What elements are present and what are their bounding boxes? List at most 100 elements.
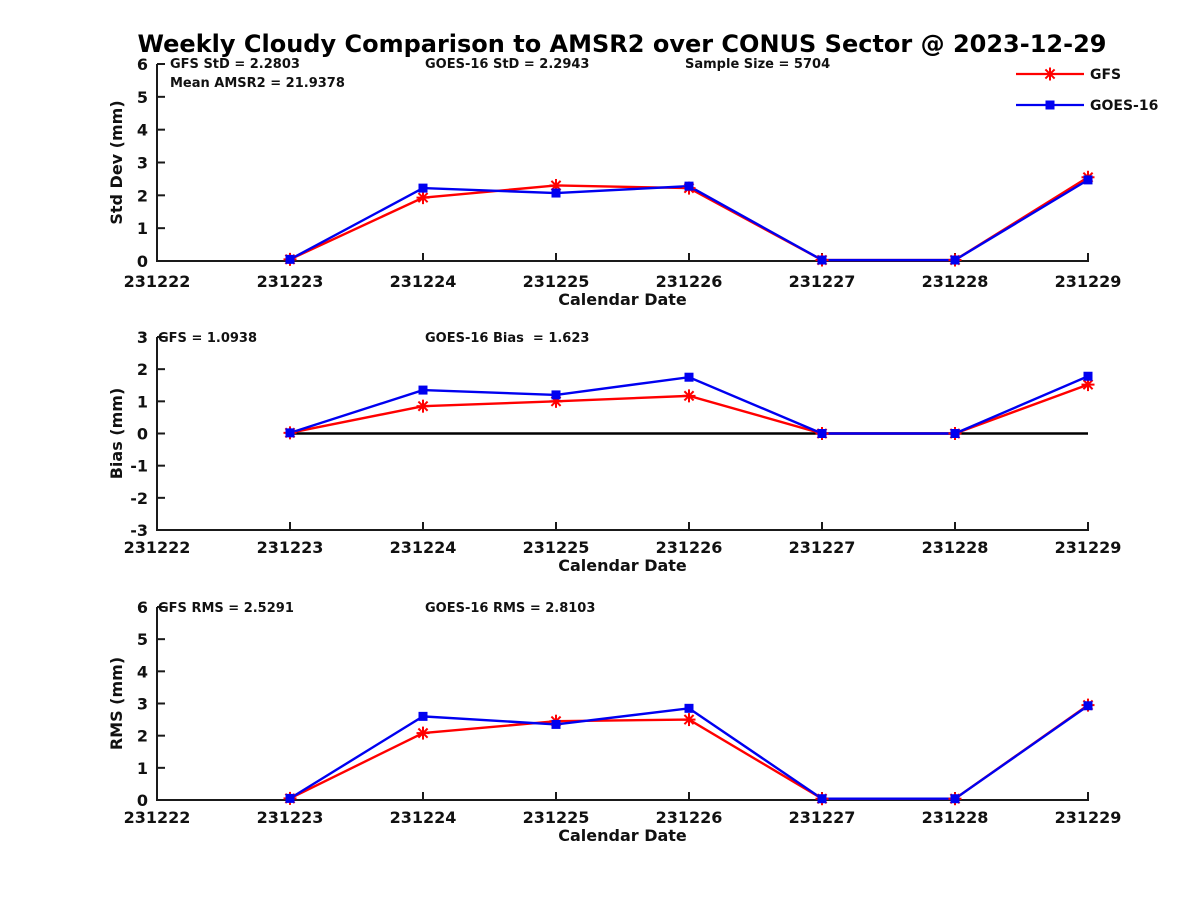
y-tick-label: 5 xyxy=(137,630,148,649)
x-tick-label: 231227 xyxy=(789,808,856,827)
asterisk-marker xyxy=(416,399,430,413)
figure-title: Weekly Cloudy Comparison to AMSR2 over C… xyxy=(137,30,1107,58)
legend-entry-goes-16: GOES-16 xyxy=(1016,98,1158,114)
x-tick-label: 231222 xyxy=(124,538,191,557)
x-tick-label: 231228 xyxy=(922,272,989,291)
stat-annotation: GOES-16 StD = 2.2943 xyxy=(425,57,589,72)
subplot-bias: -3 -2 -1 0 1 2 3 231222 231223 231224 231225 231226… xyxy=(107,328,1121,575)
x-tick-label: 231227 xyxy=(789,538,856,557)
y-tick-label: 1 xyxy=(137,759,148,778)
asterisk-marker xyxy=(682,713,696,727)
x-tick-label: 231223 xyxy=(257,272,324,291)
y-tick-label: 6 xyxy=(137,55,148,74)
asterisk-marker xyxy=(682,389,696,403)
x-tick-label: 231222 xyxy=(124,272,191,291)
x-tick-label: 231223 xyxy=(257,538,324,557)
square-marker xyxy=(418,183,428,193)
square-marker xyxy=(1045,100,1055,110)
legend: GFS GOES-16 xyxy=(1016,67,1158,114)
y-axis-label: Bias (mm) xyxy=(107,388,126,480)
y-axis-label: Std Dev (mm) xyxy=(107,100,126,224)
legend-label: GFS xyxy=(1090,67,1121,83)
square-marker xyxy=(950,794,960,804)
square-marker xyxy=(1083,371,1093,381)
x-tick-label: 231226 xyxy=(656,808,723,827)
asterisk-marker xyxy=(416,726,430,740)
square-marker xyxy=(551,390,561,400)
x-tick-label: 231224 xyxy=(390,808,457,827)
stat-annotation: Sample Size = 5704 xyxy=(685,57,830,72)
legend-entry-gfs: GFS xyxy=(1016,67,1121,83)
x-axis-label: Calendar Date xyxy=(558,826,687,845)
x-tick-label: 231229 xyxy=(1055,538,1122,557)
square-marker xyxy=(551,188,561,198)
square-marker xyxy=(418,385,428,395)
y-tick-label: 3 xyxy=(137,695,148,714)
x-tick-label: 231228 xyxy=(922,808,989,827)
x-tick-label: 231223 xyxy=(257,808,324,827)
x-axis-label: Calendar Date xyxy=(558,290,687,309)
goes-16-line xyxy=(289,375,1089,435)
square-marker xyxy=(285,428,295,438)
y-tick-label: 3 xyxy=(137,328,148,347)
y-tick-label: 0 xyxy=(137,252,148,271)
square-marker xyxy=(418,711,428,721)
y-tick-label: 2 xyxy=(137,186,148,205)
y-tick-label: 6 xyxy=(137,598,148,617)
x-tick-label: 231225 xyxy=(523,272,590,291)
y-tick-label: -2 xyxy=(130,489,148,508)
subplot-rms: 0 1 2 3 4 5 6 231222 231223 231224 231225 231226 231… xyxy=(107,598,1121,845)
legend-label: GOES-16 xyxy=(1090,98,1158,114)
x-tick-label: 231226 xyxy=(656,272,723,291)
subplot-std-dev: 0 1 2 3 4 5 6 231222 231223 231224 231225 231226 231… xyxy=(107,55,1121,309)
x-tick-label: 231222 xyxy=(124,808,191,827)
x-tick-label: 231224 xyxy=(390,272,457,291)
y-tick-label: 3 xyxy=(137,154,148,173)
stat-annotation: GOES-16 Bias = 1.623 xyxy=(425,331,589,346)
square-marker xyxy=(950,429,960,438)
square-marker xyxy=(684,372,694,382)
x-tick-label: 231229 xyxy=(1055,272,1122,291)
x-tick-label: 231225 xyxy=(523,808,590,827)
square-marker xyxy=(684,181,694,191)
y-tick-label: 0 xyxy=(137,791,148,810)
y-tick-label: 0 xyxy=(137,425,148,444)
square-marker xyxy=(551,719,561,729)
y-tick-label: 2 xyxy=(137,727,148,746)
x-axis-label: Calendar Date xyxy=(558,556,687,575)
asterisk-marker xyxy=(1043,67,1057,81)
square-marker xyxy=(817,429,827,438)
asterisk-marker xyxy=(416,191,430,205)
goes-16-markers xyxy=(285,175,1093,265)
x-tick-label: 231228 xyxy=(922,538,989,557)
square-marker xyxy=(817,255,827,265)
stat-annotation: Mean AMSR2 = 21.9378 xyxy=(170,76,345,91)
y-tick-label: -3 xyxy=(130,521,148,540)
square-marker xyxy=(817,794,827,804)
y-tick-label: 1 xyxy=(137,392,148,411)
x-tick-label: 231229 xyxy=(1055,808,1122,827)
stat-annotation: GOES-16 RMS = 2.8103 xyxy=(425,601,595,616)
y-tick-label: 1 xyxy=(137,219,148,238)
y-tick-label: 4 xyxy=(137,121,148,140)
stat-annotation: GFS RMS = 2.5291 xyxy=(158,601,294,616)
y-tick-label: -1 xyxy=(130,457,148,476)
goes-16-markers xyxy=(285,701,1093,804)
x-tick-label: 231227 xyxy=(789,272,856,291)
gfs-markers xyxy=(283,698,1095,806)
square-marker xyxy=(950,255,960,265)
square-marker xyxy=(285,254,295,264)
goes-16-markers xyxy=(285,371,1093,438)
square-marker xyxy=(1083,175,1093,185)
y-tick-label: 2 xyxy=(137,360,148,379)
stat-annotation: GFS StD = 2.2803 xyxy=(170,57,300,72)
square-marker xyxy=(285,793,295,803)
y-axis-label: RMS (mm) xyxy=(107,657,126,750)
x-tick-label: 231224 xyxy=(390,538,457,557)
x-tick-label: 231226 xyxy=(656,538,723,557)
square-marker xyxy=(684,703,694,713)
stat-annotation: GFS = 1.0938 xyxy=(158,331,257,346)
y-tick-label: 4 xyxy=(137,662,148,681)
